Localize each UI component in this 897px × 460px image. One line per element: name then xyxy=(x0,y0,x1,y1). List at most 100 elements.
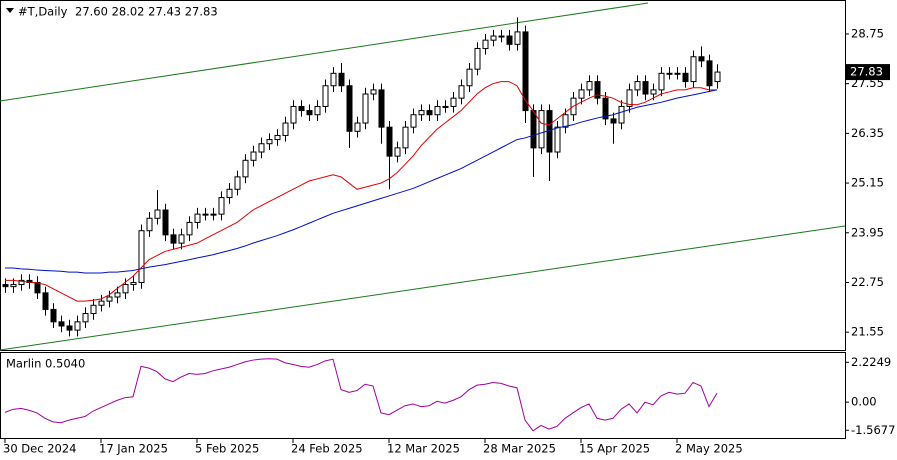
candle-body xyxy=(602,97,609,120)
y-tick-label: 0.00 xyxy=(851,395,877,409)
candle-body xyxy=(562,114,569,128)
candle-body xyxy=(458,85,465,99)
candle-body xyxy=(218,197,225,215)
candle-body xyxy=(162,209,169,236)
candle-body xyxy=(642,81,649,95)
candle-body xyxy=(666,72,673,75)
candle-body xyxy=(298,105,305,112)
y-tick-label: 23.95 xyxy=(851,225,884,239)
candle-body xyxy=(186,221,193,236)
indicator-title: Marlin 0.5040 xyxy=(6,357,85,371)
candle-body xyxy=(82,313,89,323)
candle-body xyxy=(66,325,73,331)
candle-body xyxy=(418,110,425,116)
candle-body xyxy=(178,234,185,244)
candle-body xyxy=(426,110,433,116)
candle-body xyxy=(74,321,81,331)
candle-body xyxy=(490,35,497,41)
candle-body xyxy=(106,296,113,302)
candle-body xyxy=(586,81,593,91)
candle-body xyxy=(210,213,217,216)
candle-body xyxy=(506,35,513,45)
candle-body xyxy=(242,159,249,178)
candle-body xyxy=(698,56,705,62)
candle-body xyxy=(538,110,545,149)
candle-body xyxy=(122,284,129,294)
candle-body xyxy=(226,188,233,199)
x-tick-label: 17 Jan 2025 xyxy=(99,442,168,456)
channel-upper xyxy=(0,2,649,102)
candle-body xyxy=(314,105,321,116)
candle-body xyxy=(362,93,369,124)
candle-body xyxy=(626,89,633,107)
candle-body xyxy=(170,234,177,244)
x-tick-label: 28 Mar 2025 xyxy=(483,442,556,456)
indicator-panel xyxy=(0,352,846,439)
candle-body xyxy=(338,72,345,87)
candle-body xyxy=(650,89,657,95)
channel-lower xyxy=(0,225,846,351)
candle-body xyxy=(690,56,697,83)
x-tick-label: 12 Mar 2025 xyxy=(387,442,460,456)
candle-body xyxy=(530,110,537,149)
candle-body xyxy=(370,89,377,95)
candle-body xyxy=(194,213,201,223)
candle-body xyxy=(114,292,121,298)
candle-body xyxy=(618,105,625,124)
candle-body xyxy=(330,72,337,87)
candle-body xyxy=(202,213,209,216)
candle-body xyxy=(714,71,721,83)
candle-body xyxy=(514,31,521,45)
candle-body xyxy=(258,143,265,153)
moving-average xyxy=(5,81,717,302)
y-tick-label: -1.5677 xyxy=(851,423,895,437)
candle-body xyxy=(146,217,153,232)
candle-body xyxy=(34,281,41,294)
candle-body xyxy=(706,60,713,87)
candle-body xyxy=(450,97,457,107)
candle-body xyxy=(578,89,585,99)
candle-body xyxy=(554,126,561,153)
main-panel xyxy=(0,0,846,351)
candle-body xyxy=(282,122,289,136)
candle-body xyxy=(18,279,25,286)
menu-arrow[interactable] xyxy=(6,8,14,13)
candle-body xyxy=(474,47,481,70)
candle-body xyxy=(498,35,505,38)
candle-body xyxy=(306,110,313,116)
candle-body xyxy=(610,118,617,124)
candle-body xyxy=(378,89,385,128)
candle-body xyxy=(394,147,401,157)
x-tick-label: 15 Apr 2025 xyxy=(579,442,650,456)
candle-body xyxy=(674,72,681,75)
candle-body xyxy=(130,281,137,286)
candle-body xyxy=(402,126,409,149)
indicator-line xyxy=(4,358,718,432)
moving-average xyxy=(5,89,718,274)
candle-body xyxy=(274,134,281,141)
x-tick-label: 24 Feb 2025 xyxy=(291,442,363,456)
symbol-title: #T,Daily xyxy=(18,5,68,19)
y-tick-label: 22.75 xyxy=(851,275,884,289)
y-tick-label: 2.2249 xyxy=(851,355,891,369)
candle-body xyxy=(386,126,393,157)
candle-body xyxy=(250,151,257,161)
candle-body xyxy=(354,122,361,132)
candle-body xyxy=(154,209,161,219)
candle-body xyxy=(58,321,65,327)
candle-body xyxy=(410,114,417,128)
candle-body xyxy=(466,68,473,87)
candle-body xyxy=(266,139,273,145)
candle-body xyxy=(322,85,329,107)
candle-body xyxy=(482,39,489,49)
candle-body xyxy=(594,81,601,99)
candle-body xyxy=(346,85,353,132)
last-price-box xyxy=(846,64,890,81)
last-price-label: 27.83 xyxy=(850,65,883,79)
candle-body xyxy=(442,105,449,108)
y-tick-label: 28.75 xyxy=(851,26,884,40)
candle-body xyxy=(658,72,665,91)
x-tick-label: 5 Feb 2025 xyxy=(195,442,259,456)
